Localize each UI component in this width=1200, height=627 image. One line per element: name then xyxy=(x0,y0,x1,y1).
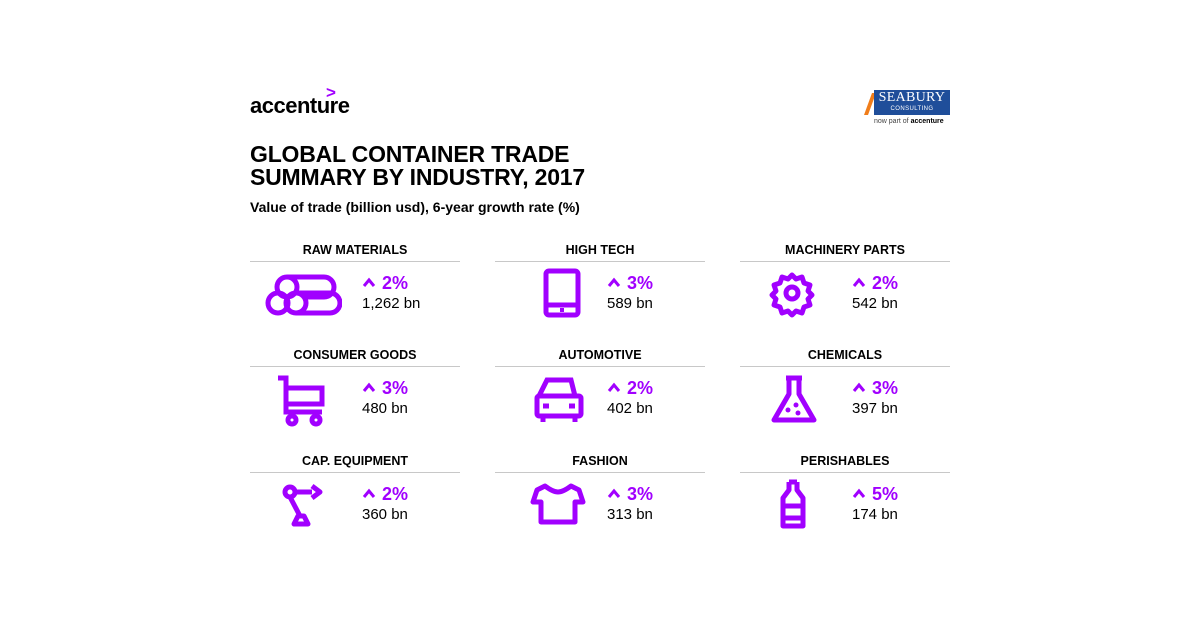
growth-rate: 2% xyxy=(362,484,408,504)
up-arrow-icon xyxy=(607,277,621,287)
industry-card-automotive: AUTOMOTIVE 2% 402 bn xyxy=(495,347,705,437)
industry-name: PERISHABLES xyxy=(800,454,890,468)
growth-value: 3% xyxy=(627,273,654,293)
accenture-logo: > accenture xyxy=(250,83,350,120)
growth-value: 3% xyxy=(627,484,654,504)
partner-sub: CONSULTING xyxy=(890,106,934,112)
growth-value: 5% xyxy=(872,484,899,504)
trade-value: 589 bn xyxy=(607,295,653,312)
divider xyxy=(740,366,950,367)
up-arrow-icon xyxy=(362,382,376,392)
up-arrow-icon xyxy=(852,277,866,287)
growth-value: 3% xyxy=(872,378,899,398)
robot-arm-icon xyxy=(260,478,342,534)
up-arrow-icon xyxy=(607,488,621,498)
industry-name: CAP. EQUIPMENT xyxy=(301,454,409,468)
logs-icon xyxy=(260,267,342,323)
up-arrow-icon xyxy=(607,382,621,392)
seabury-logo-box xyxy=(874,90,950,115)
partner-tagline: now part of accenture xyxy=(874,117,954,126)
up-arrow-icon xyxy=(852,488,866,498)
growth-rate: 3% xyxy=(607,484,653,504)
divider xyxy=(250,472,460,473)
brand-wordmark: accenture xyxy=(250,93,350,118)
divider xyxy=(250,366,460,367)
industry-name: CONSUMER GOODS xyxy=(293,348,417,362)
growth-rate: 2% xyxy=(362,273,408,293)
growth-rate: 2% xyxy=(852,273,898,293)
partner-name: SEABURY xyxy=(878,90,946,105)
divider xyxy=(495,366,705,367)
seabury-logo: SEABURY CONSULTING now part of accenture xyxy=(862,90,952,130)
growth-rate: 5% xyxy=(852,484,898,504)
trade-value: 313 bn xyxy=(607,506,653,523)
trade-value: 402 bn xyxy=(607,400,653,417)
trade-value: 1,262 bn xyxy=(362,295,421,312)
divider xyxy=(740,472,950,473)
trade-value: 360 bn xyxy=(362,506,408,523)
seabury-swoosh-icon xyxy=(864,93,876,115)
trade-value: 480 bn xyxy=(362,400,408,417)
growth-rate: 3% xyxy=(852,378,898,398)
industry-card-chemicals: CHEMICALS 3% 397 bn xyxy=(740,347,950,437)
subtitle: Value of trade (billion usd), 6-year gro… xyxy=(250,199,580,215)
industry-card-perishables: PERISHABLES 5% 174 bn xyxy=(740,453,950,543)
industry-name: AUTOMOTIVE xyxy=(558,348,642,362)
shopping-cart-icon xyxy=(260,372,342,428)
up-arrow-icon xyxy=(852,382,866,392)
gear-icon xyxy=(750,267,832,323)
growth-value: 2% xyxy=(382,273,409,293)
trade-value: 542 bn xyxy=(852,295,898,312)
divider xyxy=(495,472,705,473)
t-shirt-icon xyxy=(505,478,587,534)
growth-rate: 3% xyxy=(362,378,408,398)
trade-value: 174 bn xyxy=(852,506,898,523)
industry-name: MACHINERY PARTS xyxy=(785,243,905,257)
growth-rate: 2% xyxy=(607,378,653,398)
up-arrow-icon xyxy=(362,488,376,498)
industry-name: RAW MATERIALS xyxy=(302,243,408,257)
accenture-chevron-icon: > xyxy=(326,83,336,102)
growth-value: 3% xyxy=(382,378,409,398)
industry-name: FASHION xyxy=(572,454,628,468)
growth-value: 2% xyxy=(627,378,654,398)
tablet-icon xyxy=(505,267,587,323)
divider xyxy=(495,261,705,262)
industry-card-machinery-parts: MACHINERY PARTS 2% 542 bn xyxy=(740,242,950,332)
industry-name: HIGH TECH xyxy=(565,243,635,257)
divider xyxy=(250,261,460,262)
growth-value: 2% xyxy=(872,273,899,293)
industry-card-fashion: FASHION 3% 313 bn xyxy=(495,453,705,543)
title-line-2: SUMMARY BY INDUSTRY, 2017 xyxy=(250,164,585,190)
flask-icon xyxy=(750,372,832,428)
bottle-icon xyxy=(750,478,832,534)
partner-tag-prefix: now part of xyxy=(874,118,909,125)
partner-tag-brand: accenture xyxy=(910,118,944,125)
industry-card-high-tech: HIGH TECH 3% 589 bn xyxy=(495,242,705,332)
up-arrow-icon xyxy=(362,277,376,287)
growth-rate: 3% xyxy=(607,273,653,293)
growth-value: 2% xyxy=(382,484,409,504)
car-icon xyxy=(505,372,587,428)
industry-card-raw-materials: RAW MATERIALS 2% 1,262 bn xyxy=(250,242,460,332)
industry-name: CHEMICALS xyxy=(807,348,883,362)
title-line-1: GLOBAL CONTAINER TRADE xyxy=(250,141,570,167)
trade-value: 397 bn xyxy=(852,400,898,417)
divider xyxy=(740,261,950,262)
industry-card-cap-equipment: CAP. EQUIPMENT 2% 360 bn xyxy=(250,453,460,543)
industry-card-consumer-goods: CONSUMER GOODS 3% 480 bn xyxy=(250,347,460,437)
page-title: GLOBAL CONTAINER TRADE SUMMARY BY INDUST… xyxy=(250,143,585,189)
